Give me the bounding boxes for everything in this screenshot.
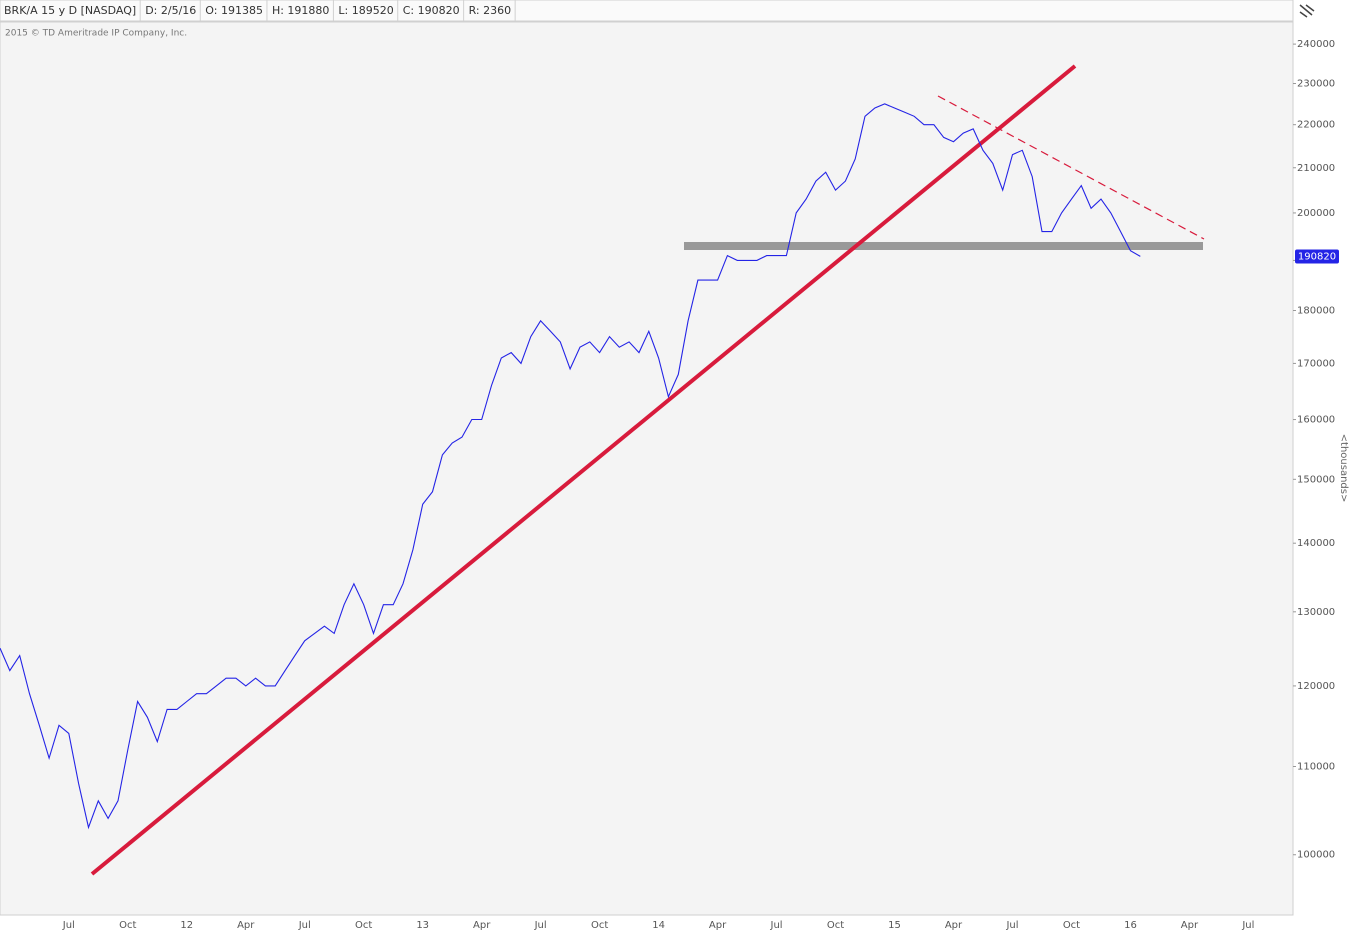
y-tick-label: 230000 bbox=[1297, 79, 1335, 90]
y-tick-label: 200000 bbox=[1297, 208, 1335, 219]
header: BRK/A 15 y D [NASDAQ] D: 2/5/16 O: 191385 H… bbox=[0, 0, 1294, 22]
support-band bbox=[684, 242, 1203, 250]
x-tick-label: Apr bbox=[709, 920, 727, 931]
y-tick-label: 170000 bbox=[1297, 358, 1335, 369]
y-tick-label: 160000 bbox=[1297, 415, 1335, 426]
y-tick-label: 140000 bbox=[1297, 538, 1335, 549]
x-tick-label: Oct bbox=[1063, 920, 1080, 931]
x-tick-label: 12 bbox=[180, 920, 193, 931]
last-price-tag bbox=[1295, 249, 1339, 264]
y-tick-label: 100000 bbox=[1297, 850, 1335, 861]
header-field: R: 2360 bbox=[469, 4, 512, 17]
x-tick-label: Jul bbox=[1005, 920, 1018, 931]
y-tick-label: 130000 bbox=[1297, 607, 1335, 618]
y-tick-label: 120000 bbox=[1297, 681, 1335, 692]
x-tick-label: 13 bbox=[416, 920, 429, 931]
header-field: C: 190820 bbox=[403, 4, 460, 17]
x-tick-label: Jul bbox=[534, 920, 547, 931]
y-axis-label: <thousands> bbox=[1338, 434, 1349, 503]
header-bar bbox=[0, 0, 1294, 22]
last-price-label: 190820 bbox=[1298, 251, 1336, 262]
x-tick-label: Apr bbox=[1181, 920, 1199, 931]
icon[interactable] bbox=[1299, 4, 1315, 18]
header-field: H: 191880 bbox=[272, 4, 329, 17]
x-tick-label: Oct bbox=[119, 920, 136, 931]
toolbar-icon[interactable] bbox=[1299, 4, 1315, 18]
header-field: L: 189520 bbox=[338, 4, 393, 17]
y-tick-label: 210000 bbox=[1297, 163, 1335, 174]
y-tick-label: 110000 bbox=[1297, 761, 1335, 772]
x-tick-label: Oct bbox=[591, 920, 608, 931]
y-tick-label: 180000 bbox=[1297, 305, 1335, 316]
y-tick-label: 240000 bbox=[1297, 39, 1335, 50]
copyright: 2015 © TD Ameritrade IP Company, Inc. bbox=[5, 29, 187, 39]
trend-line bbox=[90, 64, 1077, 876]
y-tick-label: 220000 bbox=[1297, 120, 1335, 131]
x-tick-label: 14 bbox=[652, 920, 665, 931]
y-tick-label: 150000 bbox=[1297, 474, 1335, 485]
header-field: BRK/A 15 y D [NASDAQ] bbox=[4, 4, 136, 17]
x-tick-label: 15 bbox=[888, 920, 901, 931]
x-tick-label: 16 bbox=[1124, 920, 1137, 931]
plot-area bbox=[0, 21, 1294, 916]
x-tick-label: Jul bbox=[770, 920, 783, 931]
header-field: O: 191385 bbox=[205, 4, 263, 17]
x-tick-label: Oct bbox=[827, 920, 844, 931]
resistance-line bbox=[937, 95, 1205, 240]
x-tick-label: Jul bbox=[1241, 920, 1254, 931]
x-tick-label: Jul bbox=[62, 920, 75, 931]
x-tick-label: Apr bbox=[237, 920, 255, 931]
header-field: D: 2/5/16 bbox=[145, 4, 196, 17]
x-tick-label: Apr bbox=[945, 920, 963, 931]
x-tick-label: Apr bbox=[473, 920, 491, 931]
price-line bbox=[0, 103, 1141, 830]
x-tick-label: Oct bbox=[355, 920, 372, 931]
x-tick-label: Jul bbox=[298, 920, 311, 931]
